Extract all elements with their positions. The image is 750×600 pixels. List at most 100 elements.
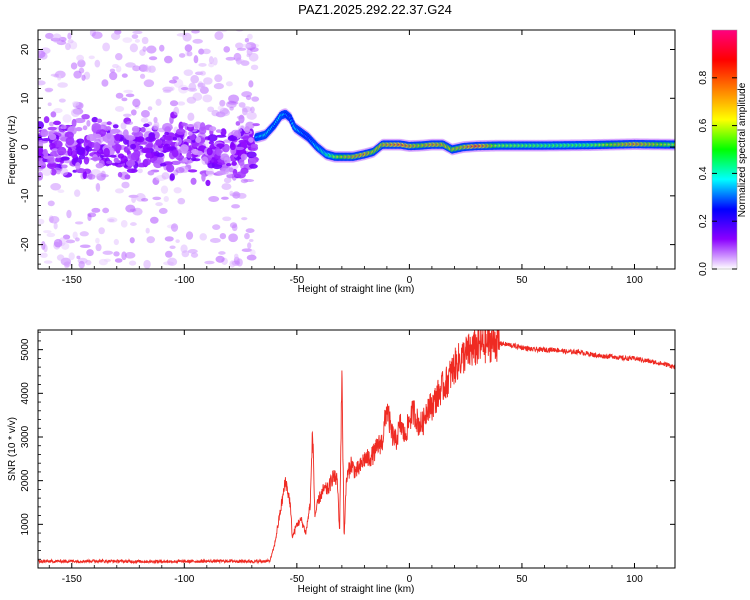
spectrogram-noise-blob (128, 260, 137, 266)
spectrogram-noise-blob (140, 126, 146, 133)
spectrogram-noise-blob (53, 120, 61, 126)
spectrogram-noise-blob (130, 143, 137, 150)
spectrogram-noise-blob (46, 162, 57, 170)
spectrogram-noise-blob (238, 102, 246, 108)
spectrogram-noise-blob (187, 169, 198, 173)
spectrogram-noise-blob (192, 38, 203, 44)
spectrogram-noise-blob (175, 167, 185, 174)
colorbar-label: Normalized spectral amplitude (737, 82, 748, 217)
spectrogram-noise-blob (40, 128, 49, 138)
spectrogram-noise-blob (115, 144, 122, 151)
spectrogram-noise-blob (163, 55, 173, 64)
spectrogram-noise-blob (38, 80, 46, 86)
spectrogram-noise-blob (43, 116, 50, 124)
spectrogram-noise-blob (159, 44, 165, 52)
spectrogram-noise-blob (136, 136, 145, 143)
snr-xtick-label: 0 (407, 574, 413, 585)
spectrogram-noise-blob (153, 121, 160, 130)
spectrogram-noise-blob (141, 110, 150, 118)
spectrogram-noise-blob (113, 157, 119, 163)
spectrogram-noise-blob (180, 144, 189, 153)
spectrogram-noise-blob (98, 258, 108, 266)
spectrogram-noise-blob (212, 224, 221, 230)
spectrogram-noise-blob (131, 34, 139, 39)
spectrogram-noise-blob (72, 101, 80, 106)
spectrogram-noise-blob (146, 236, 155, 244)
snr-xtick-label: -150 (62, 574, 82, 585)
spectrogram-noise-blob (67, 39, 74, 44)
spectrogram-noise-blob (75, 237, 80, 242)
spectrogram-noise-blob (199, 233, 207, 241)
spectrogram-noise-blob (180, 87, 189, 91)
spectrogram-noise-blob (101, 79, 109, 87)
spectrogram-noise-blob (91, 123, 102, 133)
spectrogram-noise-blob (228, 94, 240, 104)
spectrogram-noise-blob (67, 32, 72, 40)
spectrogram-noise-blob (45, 32, 54, 39)
spectrogram-noise-blob (248, 238, 254, 242)
snr-series-line (38, 330, 675, 565)
spectrogram-noise-blob (131, 125, 140, 133)
colorbar-tick-label: 0.0 (698, 262, 709, 276)
spectrogram-noise-blob (56, 147, 67, 155)
spectrogram-noise-blob (201, 156, 209, 166)
spectrogram-noise-blob (165, 250, 173, 258)
spectrogram-noise-blob (109, 130, 117, 135)
spectrogram-noise-blob (147, 170, 155, 176)
spectrogram-noise-blob (150, 216, 159, 224)
spectrogram-noise-blob (248, 137, 254, 143)
spectrogram-xtick-label: 100 (626, 275, 643, 286)
spectrogram-noise-blob (122, 113, 132, 117)
spectrogram-noise-blob (43, 260, 53, 264)
spectrogram-noise-blob (76, 54, 84, 62)
spectrogram-noise-blob (166, 164, 175, 173)
spectrogram-noise-blob (207, 106, 215, 113)
spectrogram-noise-blob (65, 239, 76, 244)
snr-plot-area (38, 330, 675, 568)
spectrogram-noise-blob (56, 254, 65, 261)
spectrogram-marks (38, 30, 675, 269)
spectrogram-noise-blob (207, 134, 218, 142)
spectrogram-noise-blob (47, 200, 55, 207)
spectrogram-noise-blob (191, 156, 197, 162)
spectrogram-xlabel: Height of straight line (km) (298, 284, 415, 295)
spectrogram-noise-blob (241, 248, 253, 252)
spectrogram-noise-blob (93, 141, 101, 151)
spectrogram-noise-blob (120, 155, 128, 163)
spectrogram-noise-blob (94, 59, 101, 68)
spectrogram-noise-blob (46, 157, 57, 164)
spectrogram-noise-blob (57, 189, 65, 194)
spectrogram-noise-blob (223, 156, 230, 165)
spectrogram-noise-blob (250, 106, 255, 113)
spectrogram-noise-blob (137, 168, 143, 174)
spectrogram-noise-blob (50, 182, 62, 191)
spectrogram-noise-blob (38, 50, 46, 59)
spectrogram-noise-blob (114, 105, 125, 112)
colorbar-tick-label: 0.6 (698, 118, 709, 132)
spectrogram-noise-blob (114, 133, 121, 142)
spectrogram-noise-blob (173, 106, 180, 116)
spectrogram-noise-blob (148, 56, 158, 61)
spectrogram-noise-blob (223, 177, 232, 184)
spectrogram-noise-blob (46, 232, 56, 238)
spectrogram-noise-blob (246, 151, 257, 159)
spectrogram-noise-blob (193, 55, 199, 64)
spectrogram-noise-blob (76, 138, 85, 144)
spectrogram-noise-blob (109, 154, 117, 158)
spectrogram-noise-blob (215, 129, 222, 133)
spectrogram-noise-blob (38, 134, 43, 142)
spectrogram-noise-blob (250, 64, 259, 71)
spectrogram-noise-blob (238, 158, 245, 167)
spectrogram-ytick-label: -20 (20, 237, 31, 252)
snr-xtick-label: -100 (174, 574, 194, 585)
spectrogram-noise-blob (126, 121, 134, 125)
spectrogram-noise-blob (105, 160, 112, 164)
spectrogram-noise-blob (217, 105, 224, 111)
spectrogram-noise-blob (141, 197, 149, 202)
spectrogram-noise-blob (98, 227, 105, 235)
spectrogram-noise-blob (58, 98, 66, 103)
spectrogram-noise-blob (83, 140, 93, 149)
spectrogram-noise-blob (91, 31, 103, 39)
spectrogram-noise-blob (236, 115, 245, 120)
snr-frame (37, 329, 676, 569)
